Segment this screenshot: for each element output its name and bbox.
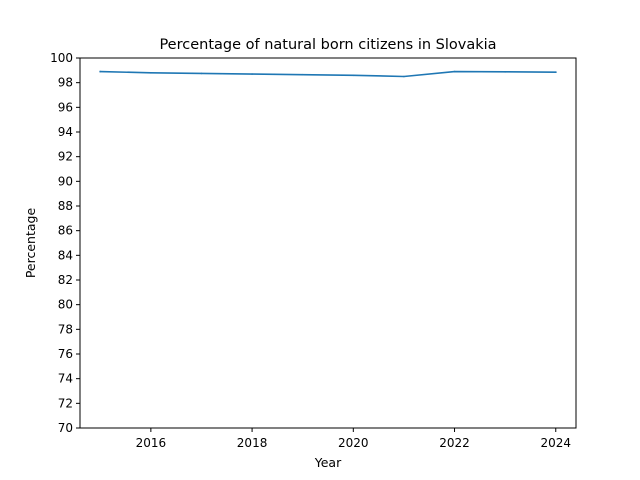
y-tick-label: 72 [58, 396, 73, 410]
x-tick-label: 2022 [439, 436, 470, 450]
x-axis: 2016 2018 2020 2022 2024 [136, 428, 571, 450]
x-tick-label: 2016 [136, 436, 167, 450]
data-point [251, 73, 253, 75]
data-point [301, 73, 304, 76]
data-point [403, 75, 405, 78]
series-line-0 [99, 70, 557, 78]
y-tick-label: 96 [58, 100, 73, 114]
x-tick-label: 2018 [237, 436, 268, 450]
x-tick-label: 2020 [338, 436, 369, 450]
chart-title: Percentage of natural born citizens in S… [159, 37, 496, 53]
data-point [99, 70, 102, 73]
data-point [200, 72, 203, 75]
y-axis: 70 72 74 76 78 80 82 84 86 88 90 92 94 96 98 100 [50, 51, 80, 435]
data-point [352, 74, 355, 77]
series-layer [99, 70, 557, 78]
y-tick-label: 86 [58, 224, 73, 238]
y-tick-label: 90 [58, 174, 73, 188]
y-tick-label: 88 [58, 199, 73, 213]
y-tick-label: 84 [58, 248, 73, 262]
data-point [554, 71, 557, 73]
plot-frame [79, 57, 577, 429]
x-tick-label: 2024 [540, 436, 571, 450]
data-point [453, 70, 456, 73]
y-tick-label: 78 [58, 322, 73, 336]
data-point [504, 71, 506, 73]
y-tick-label: 76 [58, 347, 73, 361]
y-tick-label: 100 [50, 51, 73, 65]
data-point [150, 72, 152, 74]
x-axis-label: Year [314, 455, 342, 470]
y-tick-label: 74 [58, 372, 73, 386]
y-tick-label: 92 [58, 150, 73, 164]
y-tick-label: 98 [58, 76, 73, 90]
y-tick-label: 82 [58, 273, 73, 287]
y-tick-label: 94 [58, 125, 73, 139]
y-tick-label: 80 [58, 298, 73, 312]
y-axis-label: Percentage [23, 208, 38, 279]
y-tick-label: 70 [58, 421, 73, 435]
